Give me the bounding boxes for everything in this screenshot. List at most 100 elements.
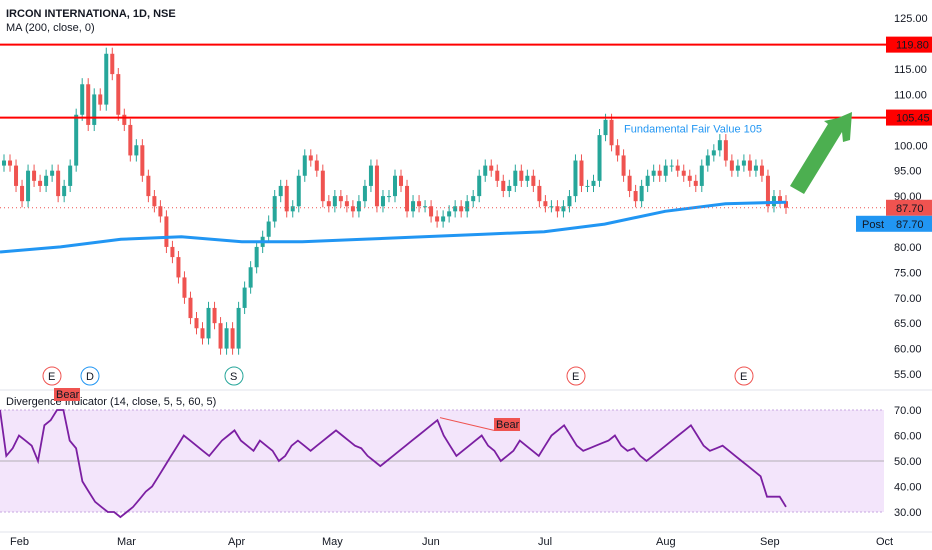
candle xyxy=(501,180,506,192)
candle xyxy=(8,160,13,166)
candle xyxy=(579,160,584,186)
candle xyxy=(609,119,614,146)
candle xyxy=(417,201,422,207)
candle xyxy=(477,175,482,197)
time-axis-tick: Aug xyxy=(656,536,676,548)
oscillator-axis-tick: 60.00 xyxy=(894,431,922,443)
time-axis-tick: Feb xyxy=(10,536,29,548)
price-axis-tick: 100.00 xyxy=(894,140,928,152)
candle xyxy=(453,206,458,212)
candle xyxy=(651,170,656,176)
event-marker-label: D xyxy=(86,371,94,383)
price-axis-tick: 60.00 xyxy=(894,344,922,356)
bear-label: Bear xyxy=(496,419,520,431)
candle xyxy=(621,155,626,176)
candle xyxy=(645,175,650,186)
price-axis-tick: 110.00 xyxy=(894,89,927,101)
candle xyxy=(669,165,674,167)
candle xyxy=(164,216,169,247)
candle xyxy=(483,165,488,176)
candle xyxy=(56,170,61,197)
candle xyxy=(38,180,43,186)
candle xyxy=(627,175,632,192)
candle xyxy=(507,185,512,192)
candle xyxy=(423,206,428,208)
post-label-bg xyxy=(856,215,932,232)
candle xyxy=(393,175,397,197)
candle xyxy=(519,170,524,181)
candle xyxy=(699,165,704,186)
candle xyxy=(567,196,572,207)
candle xyxy=(308,155,313,161)
ma-200-line xyxy=(0,200,787,254)
bear-label: Bear xyxy=(56,389,80,401)
candle xyxy=(513,170,518,186)
candle xyxy=(158,206,163,217)
candle xyxy=(435,216,440,222)
candle xyxy=(326,201,331,207)
candle xyxy=(759,165,764,176)
up-arrow xyxy=(790,112,852,194)
candle xyxy=(657,170,662,176)
candle xyxy=(200,328,205,339)
candle xyxy=(405,185,410,212)
candle xyxy=(254,246,259,268)
candle xyxy=(44,175,49,186)
event-marker xyxy=(42,366,62,386)
candle xyxy=(278,185,283,197)
candle xyxy=(711,150,716,156)
candle xyxy=(92,94,97,125)
event-marker xyxy=(566,366,586,386)
event-marker-label: E xyxy=(48,371,55,383)
time-axis-tick: Sep xyxy=(760,536,780,548)
candle xyxy=(320,170,325,202)
candle xyxy=(266,221,271,237)
time-axis-tick: Oct xyxy=(876,536,893,548)
candle xyxy=(14,165,19,186)
candle xyxy=(561,206,566,212)
candle xyxy=(218,323,223,349)
candle xyxy=(248,267,253,288)
candle xyxy=(188,297,193,319)
price-axis-tick: 80.00 xyxy=(894,242,922,254)
candle xyxy=(86,84,91,125)
candle xyxy=(152,196,157,207)
candle xyxy=(471,196,476,202)
bear-label-bg xyxy=(54,388,80,401)
candle xyxy=(350,206,355,212)
candle xyxy=(230,328,235,349)
post-price-label: 87.70 xyxy=(896,219,924,231)
last-price-label: 87.70 xyxy=(896,203,924,215)
oscillator-axis-tick: 40.00 xyxy=(894,482,922,494)
candle xyxy=(242,287,247,308)
candle xyxy=(741,160,746,166)
candle xyxy=(549,206,554,208)
candle xyxy=(98,94,103,105)
candle xyxy=(368,165,373,186)
chart-title: IRCON INTERNATIONA, 1D, NSE xyxy=(6,8,176,20)
candle xyxy=(80,84,85,115)
candle xyxy=(465,201,470,212)
oscillator-axis-tick: 70.00 xyxy=(894,405,922,417)
candle xyxy=(380,196,385,207)
level-price-label-bg xyxy=(886,109,932,126)
event-marker-label: E xyxy=(572,371,579,383)
candle xyxy=(140,145,145,176)
candle xyxy=(314,160,319,171)
post-label: Post xyxy=(862,219,884,231)
level-price-label-bg xyxy=(886,36,932,53)
candle xyxy=(525,175,530,181)
candle xyxy=(591,180,596,186)
candle xyxy=(110,53,115,75)
price-axis-tick: 55.00 xyxy=(894,369,922,381)
candle xyxy=(573,160,578,197)
candle xyxy=(104,53,109,105)
time-axis-tick: Mar xyxy=(117,536,136,548)
candle xyxy=(489,165,494,171)
candle xyxy=(633,191,638,202)
candle xyxy=(146,175,151,197)
candle xyxy=(495,170,500,181)
candle xyxy=(555,206,560,212)
candle xyxy=(663,165,668,176)
